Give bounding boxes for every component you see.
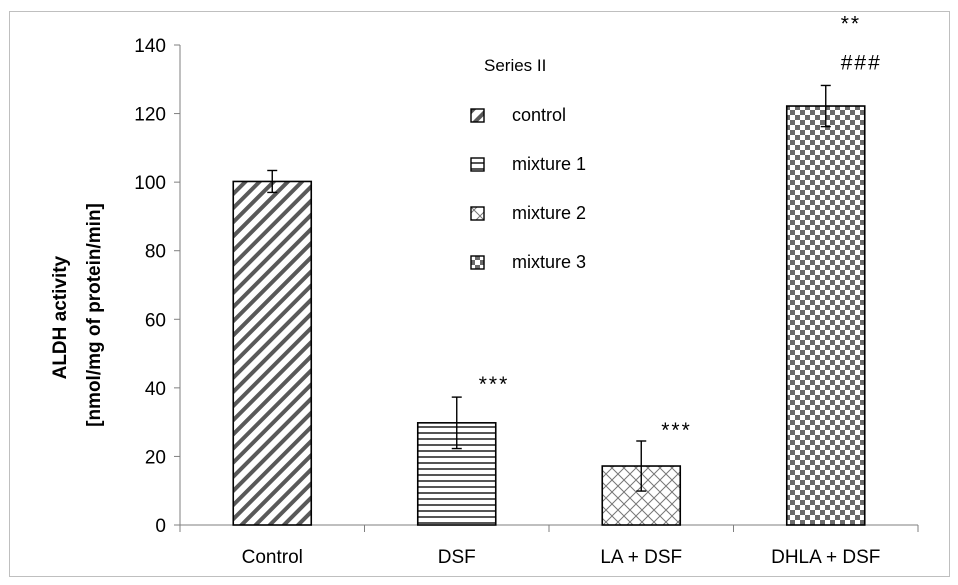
y-tick-label: 120 [134, 105, 166, 126]
y-tick-label: 80 [145, 242, 166, 263]
significance-mark: *** [661, 419, 692, 442]
x-ticks [179, 525, 919, 532]
significance-mark: *** [479, 373, 510, 396]
y-axis-label: ALDH activity [nmol/mg of protein/min] [50, 203, 105, 427]
error-bar [267, 169, 278, 194]
y-tick-label: 100 [134, 173, 166, 194]
legend-swatch [470, 255, 485, 270]
legend-label: mixture 1 [512, 154, 586, 174]
bars [232, 105, 866, 526]
legend-swatch [470, 108, 485, 123]
error-bar [451, 396, 462, 450]
legend-label: mixture 3 [512, 252, 586, 272]
legend-swatch [470, 157, 485, 172]
y-axis-label-line-1: ALDH activity [50, 255, 71, 379]
significance-mark: ### [841, 51, 882, 74]
legend-entry: mixture 2 [470, 203, 586, 223]
legend-label: control [512, 105, 566, 125]
y-tick-label: 40 [145, 379, 166, 400]
error-bar [636, 440, 647, 492]
bar-dhla-dsf [785, 105, 866, 526]
legend-entry: mixture 1 [470, 154, 586, 174]
y-tick-label: 20 [145, 447, 166, 468]
x-tick-label: DHLA + DSF [771, 547, 880, 568]
y-tick-label: 140 [134, 36, 166, 57]
y-axis-label-line-2: [nmol/mg of protein/min] [84, 203, 105, 427]
y-ticks: 0 20 40 60 80 100 120 140 [134, 36, 180, 537]
bar-control [232, 180, 313, 526]
legend-entry: mixture 3 [470, 252, 586, 272]
legend-entry: control [470, 105, 566, 125]
legend-label: mixture 2 [512, 203, 586, 223]
x-tick-label: Control [242, 547, 303, 568]
y-tick-label: 60 [145, 310, 166, 331]
significance-marks: ********### [479, 12, 882, 442]
y-tick-label: 0 [155, 516, 166, 537]
error-bar [820, 84, 831, 128]
x-tick-label: DSF [438, 547, 476, 568]
legend: Series II control mixture 1 mixture 2 mixtu… [470, 56, 586, 272]
x-tick-labels: Control DSF LA + DSF DHLA + DSF [242, 547, 881, 568]
legend-swatch [470, 206, 485, 221]
significance-mark: ** [841, 12, 861, 35]
legend-title: Series II [484, 56, 546, 75]
error-bars [267, 84, 831, 492]
x-tick-label: LA + DSF [600, 547, 682, 568]
